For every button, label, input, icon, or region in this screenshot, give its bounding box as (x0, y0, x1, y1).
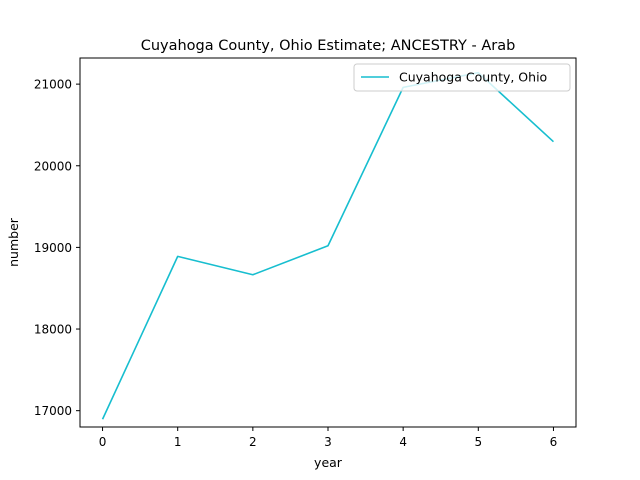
chart-title: Cuyahoga County, Ohio Estimate; ANCESTRY… (141, 38, 516, 54)
y-tick-label: 21000 (34, 78, 72, 92)
y-tick-label: 17000 (34, 404, 72, 418)
y-tick-label: 20000 (34, 159, 72, 173)
x-tick-label: 4 (399, 435, 407, 449)
x-tick-label: 2 (249, 435, 257, 449)
x-tick-label: 1 (174, 435, 182, 449)
y-tick-label: 18000 (34, 323, 72, 337)
y-tick-label: 19000 (34, 241, 72, 255)
x-tick-label: 3 (324, 435, 332, 449)
y-axis-label: number (6, 217, 21, 267)
x-tick-label: 0 (99, 435, 107, 449)
x-axis-label: year (314, 455, 343, 470)
y-axis-ticks: 17000 18000 19000 20000 21000 (34, 78, 80, 418)
legend-label: Cuyahoga County, Ohio (399, 70, 547, 85)
plot-frame (79, 57, 577, 428)
x-tick-label: 6 (550, 435, 558, 449)
x-axis-ticks: 0 1 2 3 4 5 6 (99, 427, 558, 449)
x-tick-label: 5 (474, 435, 482, 449)
legend: Cuyahoga County, Ohio (353, 63, 571, 92)
legend-box (353, 63, 571, 92)
